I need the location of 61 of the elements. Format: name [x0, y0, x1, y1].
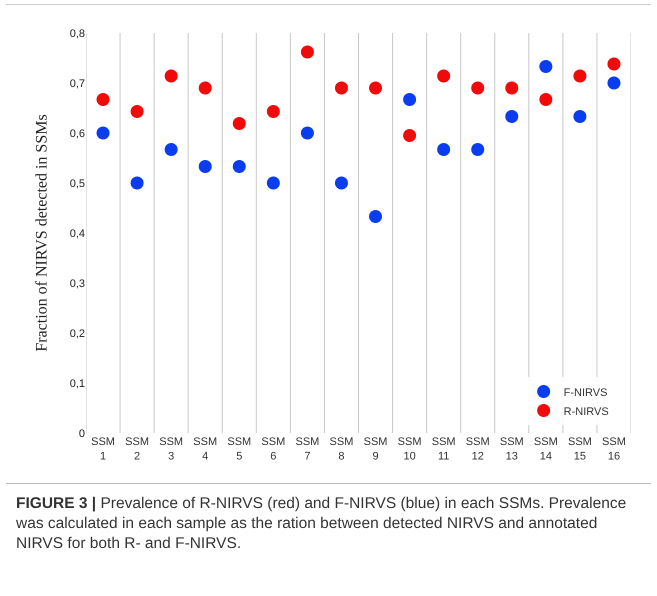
point: [164, 143, 178, 156]
y-tick-label: 0,2: [70, 328, 85, 340]
x-tick-label: SSM 3: [159, 436, 184, 462]
y-tick-label: 0,4: [70, 228, 85, 240]
x-tick-label: SSM 2: [125, 436, 150, 462]
x-tick-label: SSM 8: [330, 436, 354, 462]
point: [96, 93, 110, 106]
y-tick-label: 0,5: [70, 178, 85, 190]
point: [573, 70, 586, 82]
point: [505, 110, 518, 123]
point: [607, 58, 620, 70]
x-tick-label: SSM 16: [602, 436, 626, 462]
point: [437, 70, 450, 82]
point: [369, 210, 382, 223]
point: [539, 60, 552, 73]
x-tick-label: SSM 1: [91, 436, 115, 462]
point: [369, 82, 382, 94]
point: [471, 82, 484, 94]
legend-label: R-NIRVS: [564, 406, 609, 418]
legend-label: F-NIRVS: [564, 386, 608, 399]
point: [334, 176, 348, 190]
point: [198, 82, 212, 94]
y-tick-label: 0,1: [70, 378, 85, 390]
point: [607, 76, 620, 90]
point: [403, 93, 416, 106]
point: [266, 105, 280, 118]
x-tick-label: SSM 13: [500, 436, 524, 462]
caption: FIGURE 3 | Prevalence of R-NIRVS (red) and F-NIRVS (blue) in each SSMs. Prevalence was calculated in each sample as the ration between detected NIRVS and annotated NIRVS for both R- and F-NIRVS.: [16, 495, 626, 552]
point: [471, 143, 484, 156]
x-tick-label: SSM 12: [466, 436, 490, 462]
y-axis-title: Fraction of NIRVS detected in SSMs: [34, 114, 51, 352]
y-tick-label: 0,3: [70, 278, 85, 290]
point: [403, 129, 416, 142]
point: [130, 105, 144, 118]
point: [96, 126, 110, 140]
x-tick-label: SSM 6: [261, 436, 286, 462]
x-tick-label: SSM 9: [364, 436, 388, 462]
y-tick-label: 0,7: [70, 78, 85, 90]
y-tick-label: 0,8: [70, 28, 85, 40]
point: [232, 160, 246, 173]
point: [198, 160, 212, 173]
x-tick-label: SSM 4: [193, 436, 218, 462]
x-tick-label: SSM 10: [398, 436, 422, 462]
point: [300, 46, 314, 58]
point: [232, 117, 246, 130]
x-tick-label: SSM 15: [568, 436, 592, 462]
point: [334, 82, 348, 94]
point: [164, 70, 178, 82]
y-tick-label: 0: [78, 428, 85, 440]
x-tick-label: SSM 7: [295, 436, 320, 462]
x-tick-label: SSM 14: [534, 436, 558, 462]
point: [539, 93, 552, 106]
x-tick-label: SSM 5: [227, 436, 252, 462]
point: [437, 143, 450, 156]
point: [573, 110, 586, 123]
point: [130, 176, 144, 190]
point: [266, 176, 280, 190]
point: [505, 82, 518, 94]
x-tick-label: SSM 11: [432, 436, 456, 462]
y-tick-label: 0,6: [70, 128, 85, 140]
point: [300, 126, 314, 140]
